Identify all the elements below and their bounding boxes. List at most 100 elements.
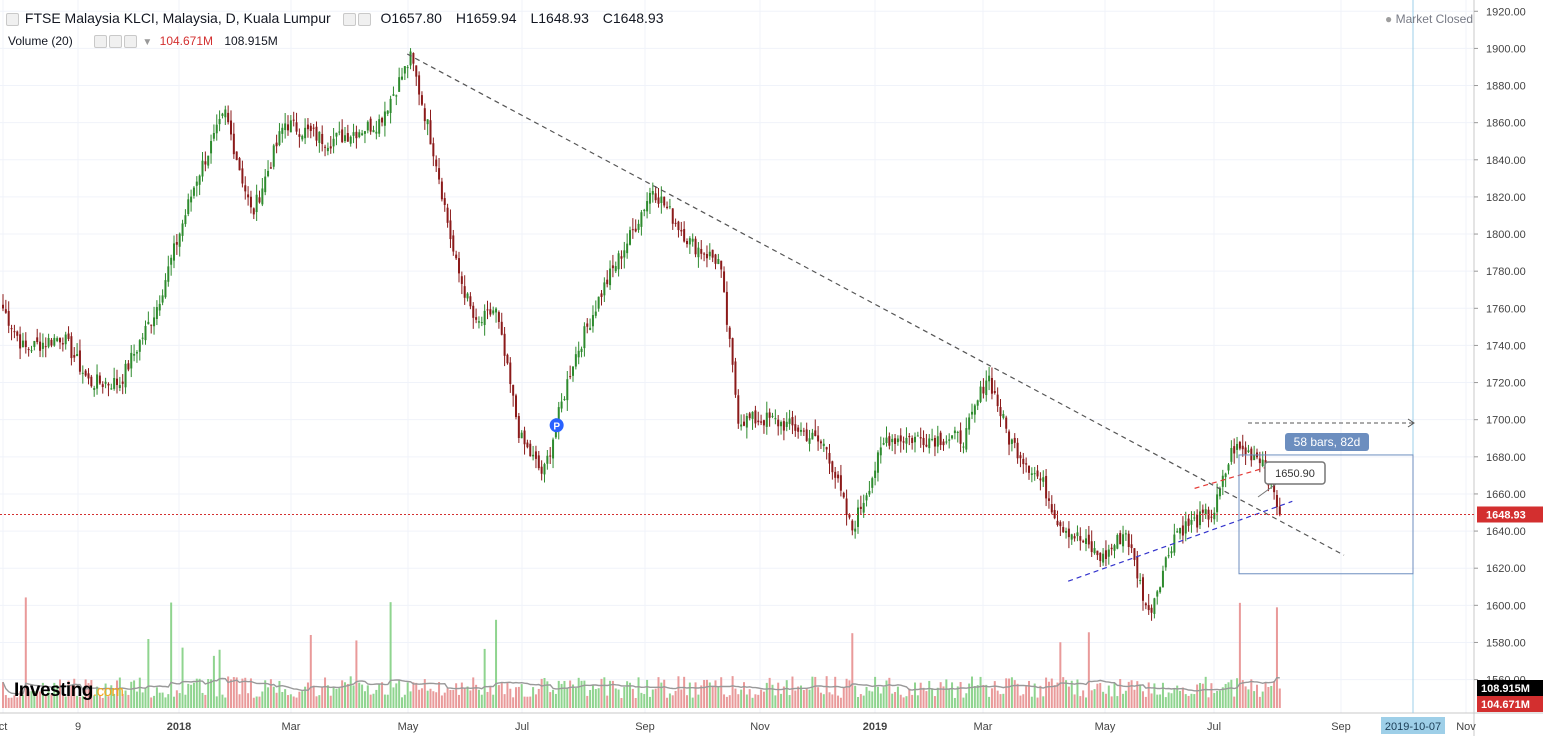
candle-body bbox=[383, 111, 386, 126]
candle-body bbox=[349, 136, 352, 144]
volume-bar bbox=[831, 694, 834, 708]
candle-body bbox=[919, 437, 922, 439]
volume-bar bbox=[999, 694, 1002, 708]
collapse-icon[interactable] bbox=[6, 12, 19, 26]
volume-bar bbox=[780, 693, 783, 708]
volume-bar bbox=[580, 680, 583, 708]
candle-body bbox=[1147, 605, 1150, 611]
candle-body bbox=[1124, 533, 1127, 535]
volume-bar bbox=[1159, 694, 1162, 708]
volume-bar bbox=[1053, 685, 1056, 708]
candle-body bbox=[566, 379, 569, 401]
volume-bar bbox=[825, 676, 828, 708]
chevron-down-icon[interactable]: ▼ bbox=[142, 37, 153, 48]
candle-body bbox=[1230, 447, 1233, 462]
candle-body bbox=[477, 321, 480, 323]
candle-body bbox=[438, 168, 441, 180]
volume-bar bbox=[1216, 690, 1219, 708]
candle-body bbox=[626, 243, 629, 254]
volume-bar bbox=[452, 690, 455, 708]
candle-body bbox=[272, 145, 275, 167]
volume-bar bbox=[435, 692, 438, 708]
candle-body bbox=[1250, 448, 1253, 461]
eye-icon[interactable] bbox=[94, 35, 108, 49]
candle-body bbox=[452, 235, 455, 252]
volume-bar bbox=[281, 692, 284, 708]
candle-body bbox=[1119, 533, 1122, 545]
candle-body bbox=[891, 438, 894, 443]
volume-bar bbox=[591, 685, 594, 708]
volume-bar bbox=[1258, 696, 1261, 708]
volume-bar bbox=[184, 694, 187, 708]
volume-bar bbox=[956, 686, 959, 708]
candle-body bbox=[1236, 443, 1239, 450]
volume-bar bbox=[167, 694, 170, 708]
candle-body bbox=[1116, 534, 1119, 549]
volume-bar bbox=[788, 695, 791, 708]
volume-bar bbox=[1261, 691, 1264, 708]
candle-body bbox=[999, 407, 1002, 417]
volume-bar bbox=[489, 685, 492, 708]
candle-body bbox=[133, 354, 136, 356]
volume-bar bbox=[563, 680, 566, 708]
volume-bar bbox=[985, 684, 988, 708]
candle-body bbox=[825, 447, 828, 450]
volume-bar bbox=[235, 677, 238, 708]
vol-last-label: 104.671M bbox=[1481, 699, 1530, 711]
candle-body bbox=[953, 430, 956, 434]
chart-legend-main: FTSE Malaysia KLCI, Malaysia, D, Kuala L… bbox=[6, 10, 674, 26]
volume-bar bbox=[916, 695, 919, 708]
candle-body bbox=[691, 238, 694, 242]
volume-bar bbox=[765, 682, 768, 708]
volume-bar bbox=[1099, 683, 1102, 708]
y-tick-label: 1760.00 bbox=[1486, 303, 1526, 315]
volume-bar bbox=[859, 694, 862, 708]
candle-body bbox=[854, 528, 857, 532]
volume-bar bbox=[894, 691, 897, 708]
candle-body bbox=[956, 431, 959, 433]
candle-body bbox=[1144, 603, 1147, 606]
candle-body bbox=[249, 196, 252, 208]
candle-body bbox=[1196, 514, 1199, 528]
volume-bar bbox=[1008, 678, 1011, 708]
volume-bar bbox=[1087, 632, 1090, 708]
volume-bar bbox=[443, 692, 446, 708]
volume-bar bbox=[648, 696, 651, 708]
volume-bar bbox=[680, 689, 683, 708]
volume-bar bbox=[1073, 694, 1076, 708]
volume-bar bbox=[1201, 683, 1204, 708]
volume-bar bbox=[1230, 679, 1233, 708]
candle-body bbox=[1022, 458, 1025, 465]
volume-legend: Volume (20) ▼ 104.671M 108.915M bbox=[8, 34, 278, 49]
volume-bar bbox=[1093, 689, 1096, 708]
candle-body bbox=[472, 305, 475, 318]
candle-body bbox=[278, 131, 281, 146]
volume-bar bbox=[797, 686, 800, 708]
volume-bar bbox=[210, 679, 213, 708]
settings-icon[interactable] bbox=[342, 12, 356, 26]
volume-bar bbox=[332, 687, 335, 708]
volume-bar bbox=[440, 695, 443, 708]
gear-icon[interactable] bbox=[109, 35, 123, 49]
gear-icon[interactable] bbox=[357, 12, 371, 26]
candle-body bbox=[1253, 455, 1256, 461]
candle-body bbox=[178, 233, 181, 247]
volume-bar bbox=[460, 682, 463, 708]
volume-bar bbox=[378, 683, 381, 708]
volume-bar bbox=[1184, 694, 1187, 708]
candle-body bbox=[121, 381, 124, 384]
volume-bar bbox=[1236, 678, 1239, 708]
volume-bar bbox=[118, 677, 121, 708]
volume-bar bbox=[1039, 685, 1042, 708]
candle-body bbox=[175, 242, 178, 245]
volume-bar bbox=[839, 697, 842, 708]
volume-bar bbox=[611, 680, 614, 708]
close-icon[interactable] bbox=[124, 35, 138, 49]
volume-bar bbox=[64, 696, 67, 708]
candle-body bbox=[654, 193, 657, 201]
candle-body bbox=[851, 520, 854, 531]
volume-bar bbox=[497, 685, 500, 708]
volume-bar bbox=[204, 694, 207, 708]
volume-bar bbox=[238, 694, 241, 708]
